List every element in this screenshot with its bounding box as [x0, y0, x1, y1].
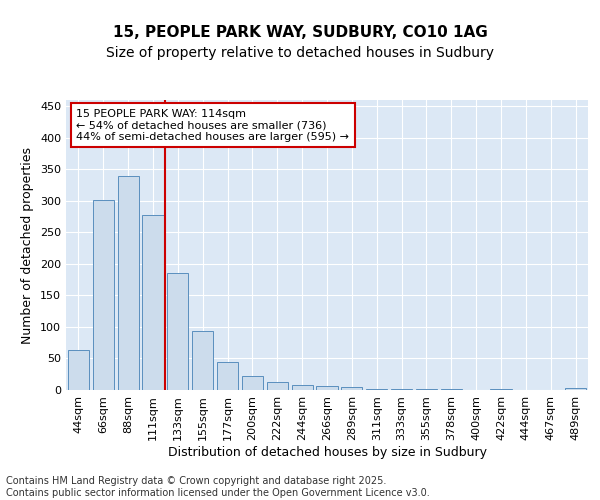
Bar	[217, 362, 238, 390]
Bar	[267, 382, 288, 390]
Bar	[565, 388, 586, 390]
Y-axis label: Number of detached properties: Number of detached properties	[22, 146, 34, 344]
Bar	[366, 388, 387, 390]
Bar	[68, 350, 89, 390]
Bar	[316, 386, 338, 390]
Bar	[118, 176, 139, 390]
Text: 15 PEOPLE PARK WAY: 114sqm
← 54% of detached houses are smaller (736)
44% of sem: 15 PEOPLE PARK WAY: 114sqm ← 54% of deta…	[76, 108, 349, 142]
Bar	[142, 214, 164, 390]
Bar	[192, 330, 213, 390]
Bar	[341, 388, 362, 390]
X-axis label: Distribution of detached houses by size in Sudbury: Distribution of detached houses by size …	[167, 446, 487, 458]
Bar	[93, 200, 114, 390]
Bar	[242, 376, 263, 390]
Text: Size of property relative to detached houses in Sudbury: Size of property relative to detached ho…	[106, 46, 494, 60]
Bar	[292, 385, 313, 390]
Bar	[167, 274, 188, 390]
Text: 15, PEOPLE PARK WAY, SUDBURY, CO10 1AG: 15, PEOPLE PARK WAY, SUDBURY, CO10 1AG	[113, 25, 487, 40]
Text: Contains HM Land Registry data © Crown copyright and database right 2025.
Contai: Contains HM Land Registry data © Crown c…	[6, 476, 430, 498]
